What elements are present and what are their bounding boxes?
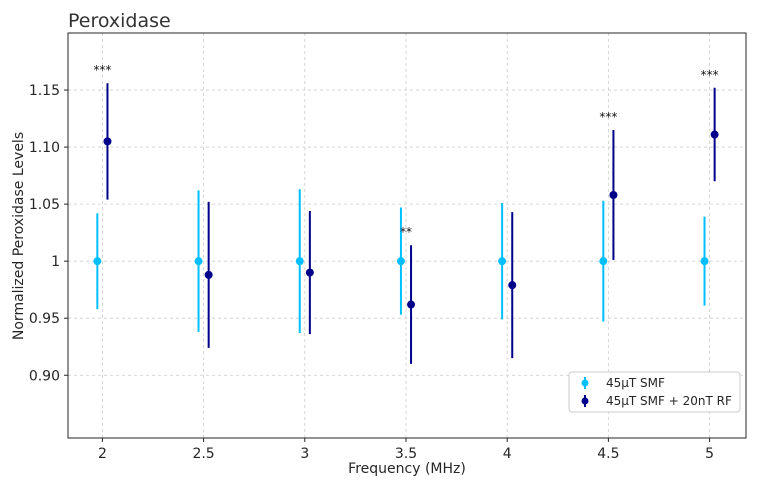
significance-label: ** <box>400 225 412 239</box>
y-tick-label: 1.10 <box>29 140 60 156</box>
y-tick-label: 1 <box>51 254 60 270</box>
legend-label: 45μT SMF + 20nT RF <box>606 394 732 408</box>
legend: 45μT SMF 45μT SMF + 20nT RF <box>568 371 741 413</box>
data-point <box>710 130 719 139</box>
data-point <box>295 257 304 266</box>
chart-title: Peroxidase <box>68 10 171 32</box>
x-axis-ticks: 2 2.5 3 3.5 4 4.5 5 <box>98 438 714 462</box>
x-tick-label: 3.5 <box>395 446 417 462</box>
data-point <box>103 137 112 146</box>
x-tick-label: 4 <box>503 446 512 462</box>
y-tick-label: 1.05 <box>29 197 60 213</box>
data-point <box>194 257 203 266</box>
legend-label: 45μT SMF <box>606 376 665 390</box>
legend-box <box>568 371 741 413</box>
y-tick-label: 0.95 <box>29 311 60 327</box>
y-axis-title: Normalized Peroxidase Levels <box>11 132 27 340</box>
x-tick-label: 2 <box>98 446 107 462</box>
y-tick-label: 0.90 <box>29 368 60 384</box>
grid <box>68 33 746 438</box>
data-point <box>498 257 507 266</box>
y-tick-label: 1.15 <box>29 83 60 99</box>
data-point <box>396 257 405 266</box>
x-tick-label: 2.5 <box>192 446 214 462</box>
data-point <box>599 257 608 266</box>
data-point <box>305 268 314 277</box>
x-tick-label: 4.5 <box>597 446 619 462</box>
legend-marker <box>581 379 589 387</box>
plot-frame <box>67 32 747 439</box>
significance-label: *** <box>93 63 111 77</box>
data-point <box>508 281 517 290</box>
y-axis-ticks: 0.90 0.95 1 1.05 1.10 1.15 <box>29 83 68 384</box>
data-marks <box>93 83 719 364</box>
significance-annotations: *********** <box>93 63 718 239</box>
x-axis-title: Frequency (MHz) <box>348 461 466 477</box>
data-point <box>609 191 618 199</box>
significance-label: *** <box>599 110 617 124</box>
significance-label: *** <box>701 68 719 82</box>
x-tick-label: 3 <box>300 446 309 462</box>
data-point <box>204 270 213 279</box>
data-point <box>93 257 102 266</box>
x-tick-label: 5 <box>705 446 714 462</box>
data-point <box>700 257 709 266</box>
legend-marker <box>581 397 589 405</box>
data-point <box>407 300 416 309</box>
